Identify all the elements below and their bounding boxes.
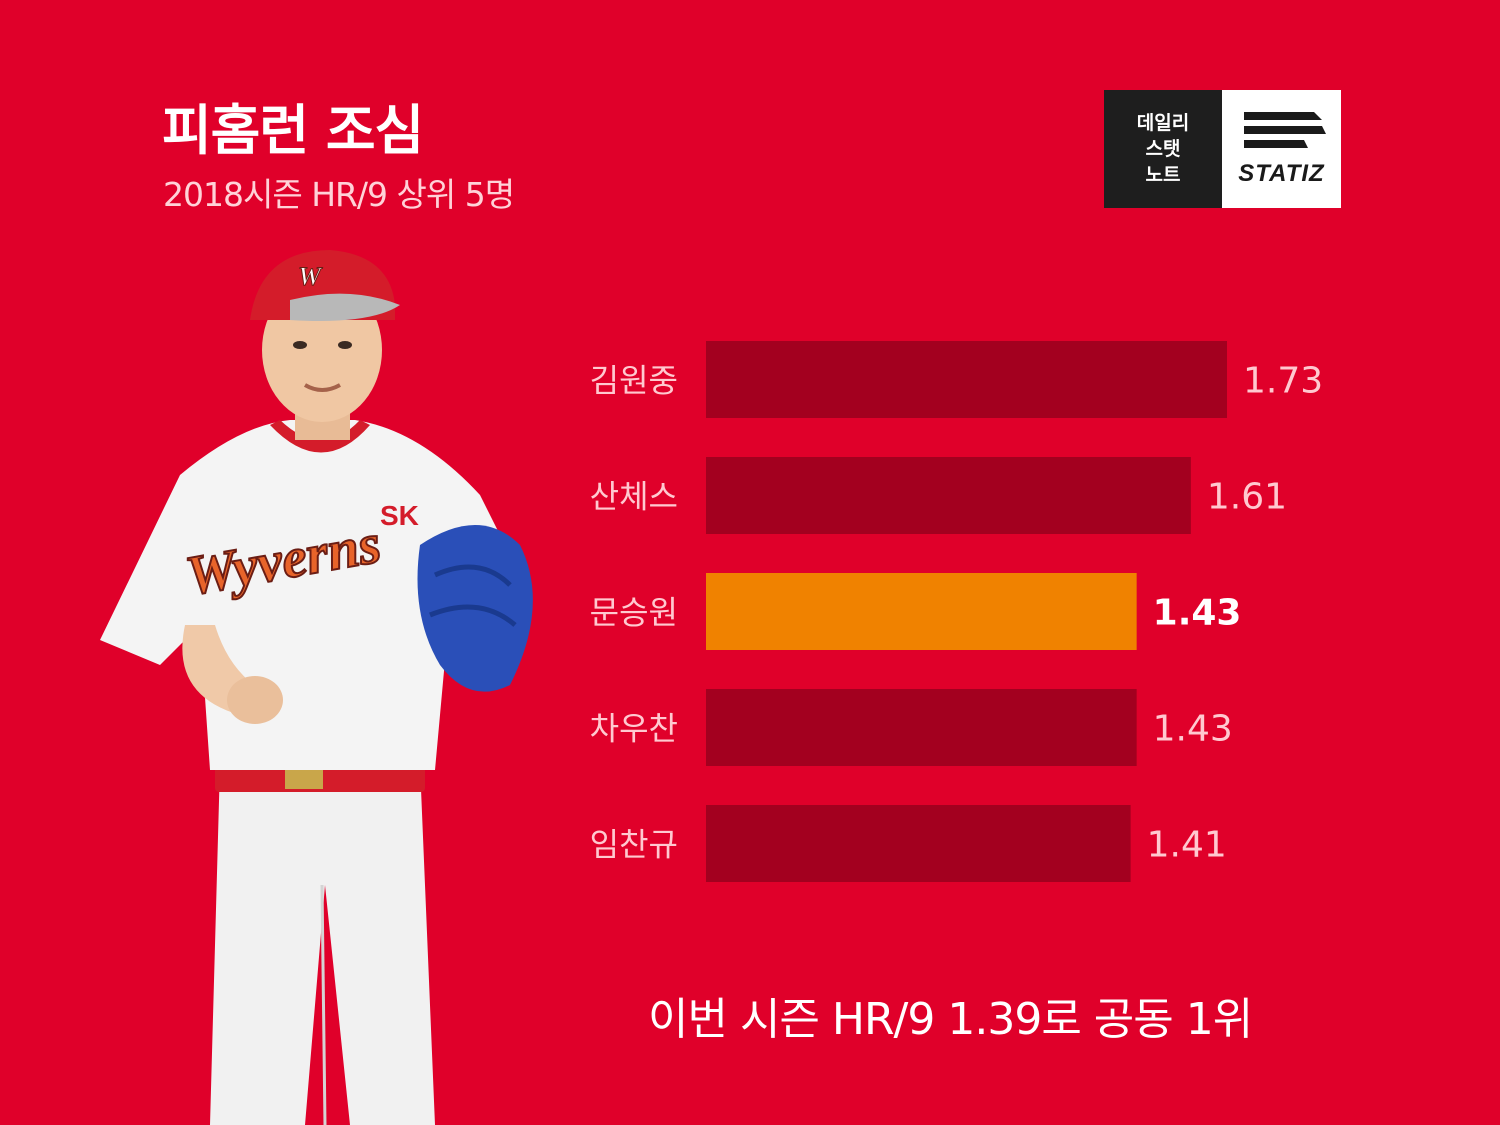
statiz-logo: STATIZ [1222,90,1341,208]
bar [706,457,1191,534]
value-label: 1.61 [1207,477,1287,518]
logo-line-1: 데일리 [1136,112,1190,134]
category-label: 김원중 [590,362,678,400]
bar-highlight [706,573,1137,650]
hr9-bar-chart: 김원중 1.73 산체스 1.61 문승원 1.43 차우찬 1.43 임찬규 1.41 [590,341,1323,882]
logo-line-3: 노트 [1145,164,1181,186]
logo-text-block: 데일리 스탯 노트 [1104,90,1222,208]
bar [706,689,1137,766]
footer-note: 이번 시즌 HR/9 1.39로 공동 1위 [648,994,1253,1045]
cap-logo-text: W [298,262,323,291]
category-label: 임찬규 [590,826,678,864]
value-label: 1.43 [1153,593,1242,634]
bar [706,805,1131,882]
daily-stat-note-logo: 데일리 스탯 노트 STATIZ [1104,90,1341,208]
logo-line-2: 스탯 [1145,138,1181,160]
category-label: 문승원 [590,594,678,632]
page-title: 피홈런 조심 [162,99,424,162]
page-subtitle: 2018시즌 HR/9 상위 5명 [163,175,515,214]
value-label: 1.41 [1147,825,1227,866]
player-photo: SK Wyverns W [100,250,533,1125]
value-label: 1.43 [1153,709,1233,750]
value-label: 1.73 [1243,361,1323,402]
category-label: 산체스 [590,478,678,516]
statiz-wordmark: STATIZ [1238,160,1325,187]
category-label: 차우찬 [590,710,678,748]
chest-logo-text: SK [380,500,419,531]
bar [706,341,1227,418]
statiz-stripes-icon [1244,112,1326,148]
